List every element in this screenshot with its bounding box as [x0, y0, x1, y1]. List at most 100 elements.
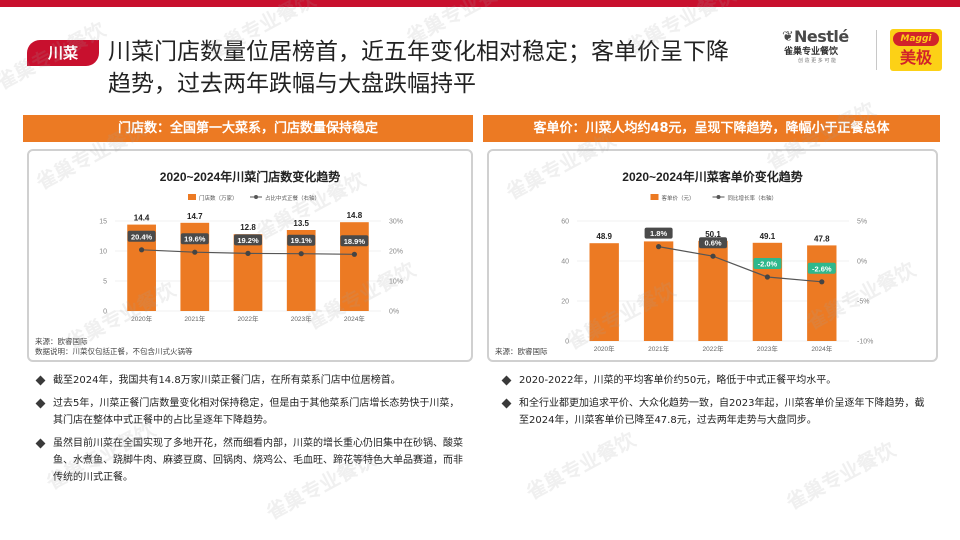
y-tick-label: 40 [561, 259, 569, 266]
line-point [192, 249, 198, 255]
legend-bar-swatch [188, 194, 196, 200]
left-source: 来源：欧睿国际 [35, 337, 88, 346]
diamond-bullet-icon [35, 438, 46, 449]
bar [752, 242, 783, 341]
bar-value-label: 50.1 [705, 230, 721, 239]
y2-tick-label: -5% [857, 299, 869, 306]
line-point [298, 251, 304, 257]
legend-line-label: 占比中式正餐（右轴） [265, 194, 320, 202]
line-point [139, 247, 145, 253]
page-title: 川菜门店数量位居榜首，近五年变化相对稳定；客单价呈下降 趋势，过去两年跌幅与大盘… [108, 36, 768, 100]
legend-line-marker [254, 195, 258, 199]
line-label-box [180, 233, 209, 245]
bar-value-label: 48.9 [596, 232, 612, 241]
legend-bar-label: 客单价（元） [662, 194, 695, 202]
line-value-label: 20.4% [131, 232, 153, 241]
right-source: 来源：欧睿国际 [495, 347, 548, 356]
line-value-label: 19.1% [291, 236, 313, 245]
line-label-box [340, 235, 369, 247]
line-label-box [753, 258, 782, 269]
y2-tick-label: -10% [857, 339, 873, 346]
diamond-bullet-icon [35, 398, 46, 409]
line-point [351, 251, 357, 257]
line-point [764, 274, 770, 280]
bullet-text: 虽然目前川菜在全国实现了多地开花，然而细看内部，川菜的增长重心仍旧集中在砂锅、酸… [53, 438, 463, 483]
left-source-note: 来源：欧睿国际 数据说明：川菜仅包括正餐，不包含川式火锅等 [35, 337, 193, 357]
line-label-box [287, 234, 316, 246]
y-tick-label: 60 [561, 219, 569, 226]
nestle-wordmark: Nestlé [794, 27, 849, 46]
bullet-text: 过去5年，川菜正餐门店数量变化相对保持稳定，但是由于其他菜系门店增长态势快于川菜… [53, 398, 460, 426]
nestle-tagline: 创 造 更 多 可 能 [798, 58, 836, 64]
bar-value-label: 12.8 [240, 223, 256, 232]
nestle-logo: Nestlé 雀巢专业餐饮 创 造 更 多 可 能 ❦ [782, 27, 860, 70]
chart-title: 2020~2024年川菜客单价变化趋势 [622, 169, 802, 184]
line-label-box [644, 227, 673, 239]
legend-line-marker [716, 195, 721, 199]
bar [589, 243, 619, 341]
y2-tick-label: 5% [857, 219, 867, 226]
bullet-item: 过去5年，川菜正餐门店数量变化相对保持稳定，但是由于其他菜系门店增长态势快于川菜… [35, 395, 467, 429]
bar-value-label: 14.4 [134, 214, 150, 223]
x-tick-label: 2023年 [291, 314, 312, 323]
chart-title: 2020~2024年川菜门店数变化趋势 [160, 169, 340, 184]
watermark: 雀巢专业餐饮 [782, 437, 900, 515]
right-source-note: 来源：欧睿国际 [495, 347, 548, 357]
line-label-box [807, 262, 836, 274]
bar-value-label: 14.8 [347, 211, 363, 220]
legend-line-label: 同比增长率（右轴） [728, 194, 778, 202]
x-tick-label: 2020年 [131, 314, 152, 323]
ticket-price-chart-box: 2020~2024年川菜客单价变化趋势 客单价（元） 同比增长率（右轴） 0 20 40 6… [487, 149, 938, 362]
x-tick-label: 2024年 [811, 344, 832, 353]
y-tick-label: 10 [99, 249, 107, 256]
line-label-box [127, 230, 156, 242]
store-count-chart-box: 2020~2024年川菜门店数变化趋势 门店数（万家） 占比中式正餐（右轴） 0 5 10… [27, 149, 473, 362]
bar-value-label: 13.5 [293, 219, 309, 228]
bullet-text: 和全行业都更加追求平价、大众化趋势一致，自2023年起，川菜客单价呈逐年下降趋势… [519, 398, 925, 426]
x-tick-label: 2022年 [703, 344, 724, 353]
bar [807, 245, 837, 341]
right-panel-header: 客单价：川菜人均约48元，呈现下降趋势，降幅小于正餐总体 [483, 115, 940, 142]
y2-tick-label: 20% [389, 249, 403, 256]
left-panel-header: 门店数：全国第一大菜系，门店数量保持稳定 [23, 115, 473, 142]
bullet-item: 和全行业都更加追求平价、大众化趋势一致，自2023年起，川菜客单价呈逐年下降趋势… [501, 395, 933, 429]
y-tick-label: 5 [103, 279, 107, 286]
y2-tick-label: 0% [857, 259, 867, 266]
line-value-label: 18.9% [344, 237, 366, 246]
bar-value-label: 49.1 [760, 232, 776, 241]
x-tick-label: 2021年 [184, 314, 205, 323]
x-tick-label: 2021年 [648, 344, 669, 353]
left-bullet-list: 截至2024年，我国共有14.8万家川菜正餐门店，在所有菜系门店中位居榜首。 过… [35, 372, 467, 492]
bar [643, 241, 674, 341]
watermark: 雀巢专业餐饮 [522, 427, 640, 505]
line-value-label: 19.2% [237, 236, 259, 245]
bullet-item: 截至2024年，我国共有14.8万家川菜正餐门店，在所有菜系门店中位居榜首。 [35, 372, 467, 389]
y-tick-label: 0 [565, 339, 569, 346]
line-value-label: 19.6% [184, 235, 206, 244]
x-tick-label: 2024年 [344, 314, 365, 323]
line-point [710, 253, 716, 259]
line-point [245, 250, 251, 256]
bar-value-label: 14.7 [187, 212, 203, 221]
y-tick-label: 0 [103, 309, 107, 316]
line-value-label: -2.0% [758, 260, 778, 269]
bar-value-label: 47.8 [814, 234, 830, 243]
line-value-label: 0.6% [704, 239, 721, 248]
maggi-logo: Maggi 美极 [890, 29, 942, 71]
nest-icon: ❦ [782, 29, 794, 45]
line-value-label: -2.6% [812, 264, 832, 273]
diamond-bullet-icon [501, 375, 512, 386]
y2-tick-label: 0% [389, 309, 399, 316]
bullet-text: 2020-2022年，川菜的平均客单价约50元，略低于中式正餐平均水平。 [519, 375, 837, 386]
maggi-cn-name: 美极 [899, 48, 932, 67]
bullet-item: 2020-2022年，川菜的平均客单价约50元，略低于中式正餐平均水平。 [501, 372, 933, 389]
left-data-note: 数据说明：川菜仅包括正餐，不包含川式火锅等 [35, 347, 193, 356]
y2-tick-label: 10% [389, 279, 403, 286]
line-point [656, 244, 662, 250]
y-tick-label: 15 [99, 219, 107, 226]
x-tick-label: 2022年 [238, 314, 259, 323]
legend-bar-swatch [650, 194, 659, 200]
bullet-text: 截至2024年，我国共有14.8万家川菜正餐门店，在所有菜系门店中位居榜首。 [53, 375, 401, 386]
